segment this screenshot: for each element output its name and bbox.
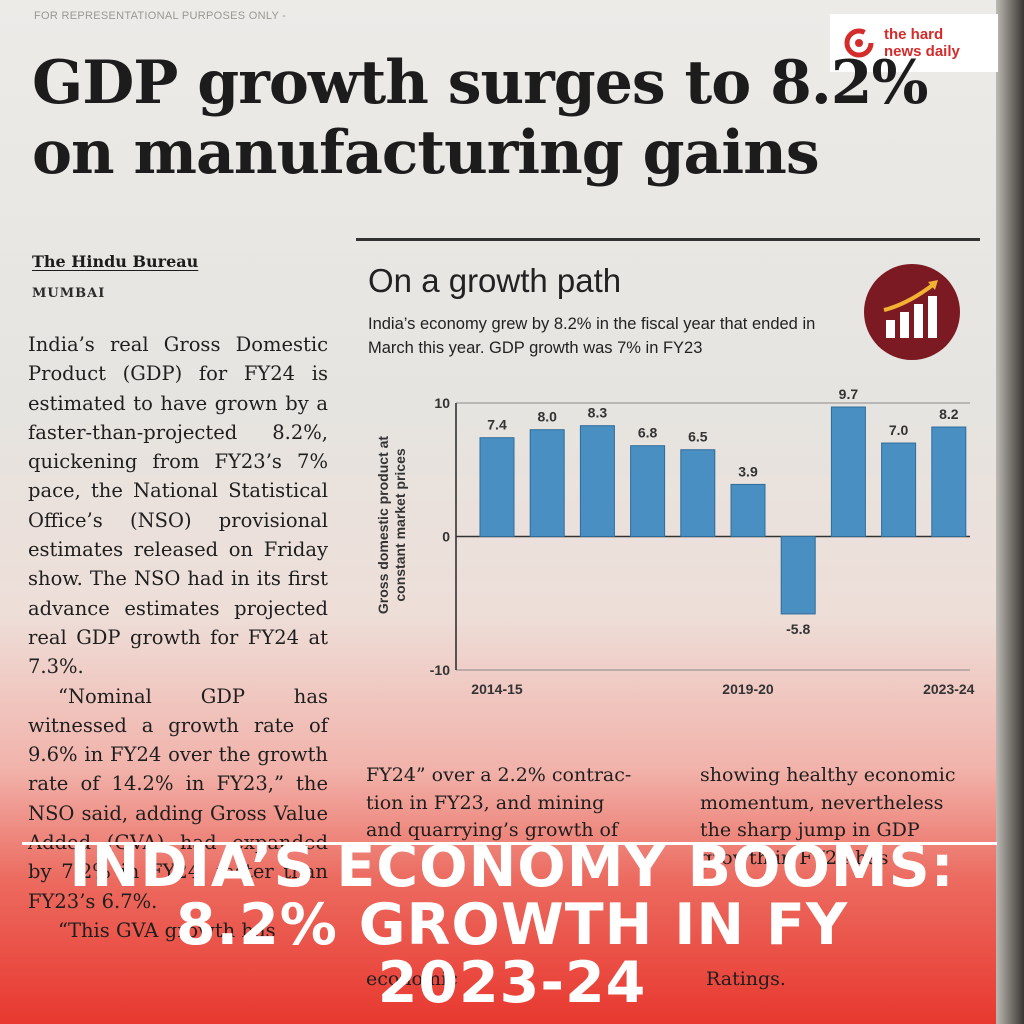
data-label-2018-19: 6.5 — [688, 429, 708, 445]
brand-name-line1: the hard — [884, 26, 944, 43]
article-paragraph-2: “Nominal GDP has witnessed a growth rate… — [28, 684, 328, 913]
y-axis-label-line1: Gross domestic product at — [375, 436, 391, 614]
bar-2014-15 — [479, 437, 515, 537]
column-2-bottom-text: economic — [366, 968, 458, 990]
bar-2021-22 — [830, 406, 866, 537]
bar-2023-24 — [931, 426, 967, 537]
data-label-2019-20: 3.9 — [738, 463, 758, 479]
bar-2016-17 — [579, 425, 615, 537]
column-3-bottom-text: Ratings. — [706, 968, 786, 990]
x-tick-label: 2019-20 — [722, 681, 774, 697]
headline-line1: GDP growth surges to 8.2% — [32, 48, 929, 118]
column-3-line-1: showing healthy economic — [700, 764, 956, 786]
y-tick-label: 10 — [434, 395, 450, 411]
data-label-2020-21: -5.8 — [786, 621, 810, 637]
graphic-title: On a growth path — [368, 262, 622, 299]
data-label-2023-24: 8.2 — [939, 406, 959, 422]
growth-chart-icon — [864, 264, 960, 360]
article-body: India’s real Gross Domestic Product (GDP… — [28, 330, 328, 945]
bar-2015-16 — [529, 429, 565, 538]
byline: The Hindu Bureau — [32, 252, 199, 271]
article-paragraph-3: “This GVA growth has — [58, 918, 276, 942]
dateline: MUMBAI — [32, 286, 106, 301]
article-column-2: FY24” over a 2.2% contrac- tion in FY23,… — [366, 762, 666, 845]
bar-2022-23 — [881, 442, 917, 537]
column-2-line-2: tion in FY23, and mining — [366, 791, 605, 814]
headline-line2: on manufacturing gains — [32, 118, 820, 188]
data-label-2017-18: 6.8 — [638, 425, 658, 441]
data-label-2022-23: 7.0 — [889, 422, 909, 438]
brand-logo[interactable]: the hard news daily — [830, 14, 998, 72]
column-3-line-2: momentum, nevertheless — [700, 791, 944, 814]
data-label-2015-16: 8.0 — [537, 409, 557, 425]
banner-line-1: INDIA’S ECONOMY BOOMS: — [69, 834, 955, 900]
article-paragraph-1: India’s real Gross Domestic Product (GDP… — [28, 333, 328, 679]
banner-line-3: 2023-24 — [377, 950, 647, 1016]
banner-line-2: 8.2% GROWTH IN FY — [175, 892, 849, 958]
brand-ring-icon — [844, 28, 874, 58]
bar-2018-19 — [680, 449, 716, 537]
data-label-2021-22: 9.7 — [839, 386, 859, 402]
y-tick-label: 0 — [442, 529, 450, 545]
headline: GDP growth surges to 8.2% on manufacturi… — [32, 48, 972, 188]
gdp-growth-chart: Gross domestic product at constant marke… — [375, 386, 975, 697]
data-label-2016-17: 8.3 — [588, 405, 608, 421]
column-2-line-3: and quarrying’s growth of — [366, 819, 619, 841]
data-label-2014-15: 7.4 — [487, 417, 507, 433]
headline-banner: INDIA’S ECONOMY BOOMS: 8.2% GROWTH IN FY… — [0, 838, 1024, 1012]
y-tick-label: -10 — [430, 662, 450, 678]
bar-2020-21 — [780, 536, 816, 615]
brand-name-line2: news daily — [884, 43, 960, 60]
column-2-line-1: FY24” over a 2.2% contrac- — [366, 764, 632, 786]
article-column-3: showing healthy economic momentum, never… — [700, 762, 998, 872]
x-tick-label: 2023-24 — [923, 681, 975, 697]
x-tick-label: 2014-15 — [471, 681, 523, 697]
page-edge-shadow — [996, 0, 1024, 1024]
graphic-divider — [356, 238, 980, 241]
y-axis-label-line2: constant market prices — [392, 448, 408, 601]
bar-2019-20 — [730, 483, 766, 537]
column-3-line-3: the sharp jump in GDP — [700, 819, 920, 841]
graphic-subtitle: India’s economy grew by 8.2% in the fisc… — [368, 315, 816, 357]
bar-2017-18 — [630, 445, 666, 537]
banner-divider — [22, 842, 997, 845]
brand-name: the hard news daily — [884, 26, 960, 60]
column-3-line-4: growth in FY24 has — [700, 846, 889, 869]
representational-disclaimer: FOR REPRESENTATIONAL PURPOSES ONLY - — [34, 10, 287, 22]
